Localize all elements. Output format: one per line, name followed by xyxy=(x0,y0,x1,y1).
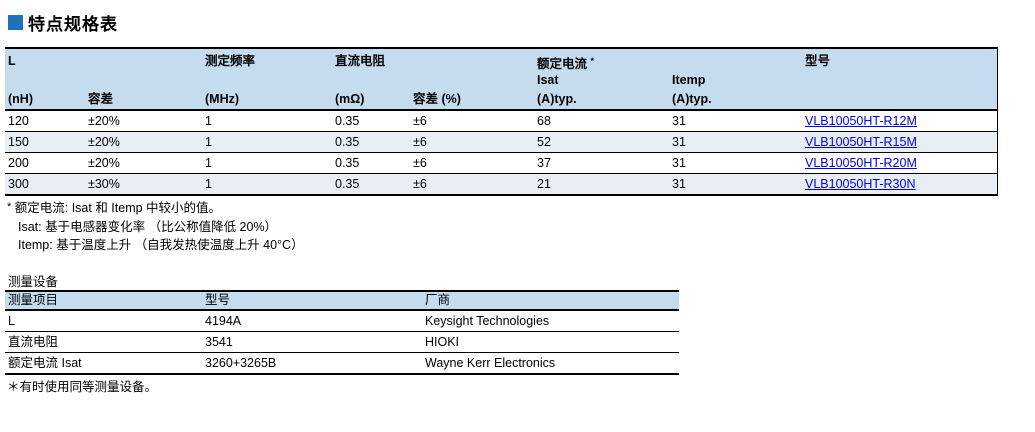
isat-value: 21 xyxy=(537,177,551,191)
itemp-value: 31 xyxy=(672,135,686,149)
spec-table-row: 200 ±20% 1 0.35 ±6 37 31 VLB10050HT-R20M xyxy=(5,153,997,174)
frequency-value: 1 xyxy=(205,177,212,191)
col-header-dcr-tolerance: 容差 (%) xyxy=(413,92,461,106)
col-header-dcr-unit: (mΩ) xyxy=(335,92,365,106)
equipment-maker: Keysight Technologies xyxy=(425,314,550,328)
spec-table-row: 300 ±30% 1 0.35 ±6 21 31 VLB10050HT-R30N xyxy=(5,174,997,196)
isat-value: 52 xyxy=(537,135,551,149)
col-header-l: L xyxy=(8,54,16,68)
equipment-model: 4194A xyxy=(205,314,242,328)
equipment-maker: HIOKI xyxy=(425,335,460,349)
equipment-table: 测量项目 型号 厂商 L 4194A Keysight Technologies… xyxy=(5,290,679,375)
equipment-row: 额定电流 Isat 3260+3265B Wayne Kerr Electron… xyxy=(5,353,679,375)
part-number-link[interactable]: VLB10050HT-R20M xyxy=(805,156,917,170)
frequency-value: 1 xyxy=(205,135,212,149)
col-header-isat: Isat xyxy=(537,73,559,87)
isat-value: 37 xyxy=(537,156,551,170)
frequency-value: 1 xyxy=(205,114,212,128)
dcr-tolerance-value: ±6 xyxy=(413,177,427,191)
equipment-model: 3260+3265B xyxy=(205,356,277,370)
col-header-rated-current: 额定电流 * xyxy=(537,54,594,71)
inductance-value: 120 xyxy=(8,114,29,128)
col-header-maker: 厂商 xyxy=(425,293,451,307)
dcr-tolerance-value: ±6 xyxy=(413,114,427,128)
part-number-link[interactable]: VLB10050HT-R15M xyxy=(805,135,917,149)
section-marker-icon xyxy=(8,15,23,30)
equipment-table-header: 测量项目 型号 厂商 xyxy=(5,292,679,311)
col-header-freq: 测定频率 xyxy=(205,54,256,68)
tolerance-value: ±20% xyxy=(88,135,120,149)
rated-current-label: 额定电流 xyxy=(537,57,588,71)
inductance-value: 150 xyxy=(8,135,29,149)
tolerance-value: ±20% xyxy=(88,156,120,170)
equipment-maker: Wayne Kerr Electronics xyxy=(425,356,556,370)
dcr-value: 0.35 xyxy=(335,156,360,170)
col-header-freq-unit: (MHz) xyxy=(205,92,240,106)
dcr-tolerance-value: ±6 xyxy=(413,156,427,170)
equipment-row: L 4194A Keysight Technologies xyxy=(5,311,679,332)
frequency-value: 1 xyxy=(205,156,212,170)
spec-table: L 测定频率 直流电阻 额定电流 * 型号 Isat Itemp (nH) 容差… xyxy=(5,47,998,196)
spec-table-header: L 测定频率 直流电阻 额定电流 * 型号 Isat Itemp (nH) 容差… xyxy=(5,49,997,111)
dcr-value: 0.35 xyxy=(335,114,360,128)
inductance-value: 200 xyxy=(8,156,29,170)
col-header-tolerance: 容差 xyxy=(88,92,114,106)
col-header-dcr: 直流电阻 xyxy=(335,54,386,68)
equipment-row: 直流电阻 3541 HIOKI xyxy=(5,332,679,353)
col-header-measured-item: 测量项目 xyxy=(8,293,59,307)
inductance-value: 300 xyxy=(8,177,29,191)
col-header-itemp-unit: (A)typ. xyxy=(672,92,712,106)
equipment-footnote: ＊有时使用同等测量设备。 xyxy=(7,380,158,394)
col-header-itemp: Itemp xyxy=(672,73,706,87)
col-header-part-number: 型号 xyxy=(805,54,831,68)
footnote-line1-text: 额定电流: Isat 和 Itemp 中较小的值。 xyxy=(14,201,222,215)
measured-item: 直流电阻 xyxy=(8,335,59,349)
section-title: 特点规格表 xyxy=(8,10,118,35)
equipment-model: 3541 xyxy=(205,335,233,349)
part-number-link[interactable]: VLB10050HT-R12M xyxy=(805,114,917,128)
dcr-tolerance-value: ±6 xyxy=(413,135,427,149)
dcr-value: 0.35 xyxy=(335,135,360,149)
tolerance-value: ±30% xyxy=(88,177,120,191)
spec-table-row: 150 ±20% 1 0.35 ±6 52 31 VLB10050HT-R15M xyxy=(5,132,997,153)
spec-table-row: 120 ±20% 1 0.35 ±6 68 31 VLB10050HT-R12M xyxy=(5,111,997,132)
isat-value: 68 xyxy=(537,114,551,128)
measured-item: L xyxy=(8,314,15,328)
part-number-link[interactable]: VLB10050HT-R30N xyxy=(805,177,916,191)
footnote-rated-current: * 额定电流: Isat 和 Itemp 中较小的值。 xyxy=(7,198,304,218)
tolerance-value: ±20% xyxy=(88,114,120,128)
col-header-l-unit: (nH) xyxy=(8,92,33,106)
rated-current-footnote-mark: * xyxy=(590,56,595,66)
col-header-isat-unit: (A)typ. xyxy=(537,92,577,106)
footnote-isat: Isat: 基于电感器变化率 （比公称值降低 20%） xyxy=(18,219,278,234)
itemp-value: 31 xyxy=(672,156,686,170)
footnote-mark: * xyxy=(7,201,12,213)
equipment-section-title: 测量设备 xyxy=(8,275,59,289)
dcr-value: 0.35 xyxy=(335,177,360,191)
measured-item: 额定电流 Isat xyxy=(8,356,82,370)
itemp-value: 31 xyxy=(672,114,686,128)
col-header-model: 型号 xyxy=(205,293,231,307)
itemp-value: 31 xyxy=(672,177,686,191)
spec-footnotes: * 额定电流: Isat 和 Itemp 中较小的值。 Isat: 基于电感器变… xyxy=(7,198,304,255)
footnote-itemp: Itemp: 基于温度上升 （自我发热使温度上升 40°C） xyxy=(18,238,304,252)
section-title-text: 特点规格表 xyxy=(28,15,118,34)
